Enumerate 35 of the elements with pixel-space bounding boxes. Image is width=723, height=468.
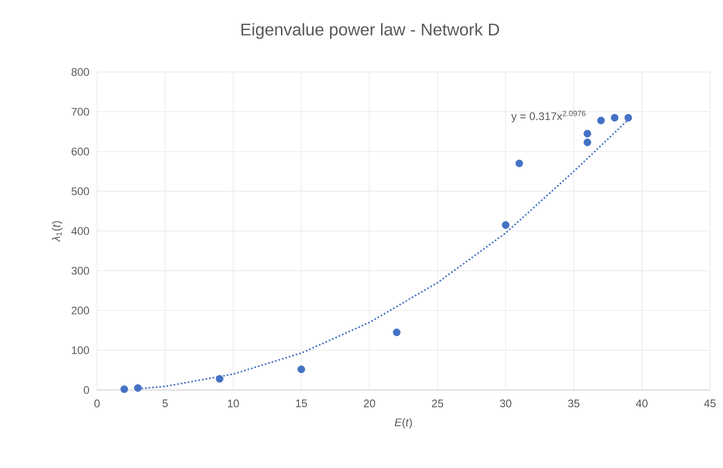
point xyxy=(515,160,524,168)
x-axis-title: E(t) xyxy=(394,418,412,428)
point xyxy=(120,385,128,393)
x-tick-label: 10 xyxy=(228,400,239,408)
annotation: y = 0.317x$^{2.0976}$ xyxy=(511,110,586,122)
point xyxy=(216,375,224,383)
y-tick-label: 600 xyxy=(72,148,90,156)
point xyxy=(597,116,605,124)
x-tick-label: 5 xyxy=(162,400,168,408)
x-tick-label: 15 xyxy=(296,400,307,408)
point xyxy=(298,366,306,374)
y-tick-label: 200 xyxy=(72,306,90,314)
y-tick-label: 500 xyxy=(72,187,90,196)
y-tick-label: 100 xyxy=(72,346,90,354)
point xyxy=(584,138,592,146)
x-tick-label: 35 xyxy=(568,400,580,408)
y-tick-label: 0 xyxy=(84,386,90,394)
x-tick-label: 0 xyxy=(94,400,100,408)
x-tick-label: 25 xyxy=(432,400,444,408)
y-tick-label: 400 xyxy=(71,227,90,235)
x-tick-label: 40 xyxy=(636,400,648,408)
y-axis-title: λ$_{1}$(t) xyxy=(52,221,62,242)
point xyxy=(584,130,592,138)
point xyxy=(134,384,142,392)
x-tick-label: 30 xyxy=(500,400,512,408)
y-tick-label: 700 xyxy=(72,108,90,116)
point xyxy=(624,114,632,122)
chart-title: Eigenvalue power law - Network D xyxy=(241,23,500,39)
point xyxy=(392,328,400,336)
x-tick-label: 20 xyxy=(364,400,376,408)
point xyxy=(610,114,618,122)
point xyxy=(502,221,510,229)
y-tick-label: 800 xyxy=(72,68,90,76)
y-tick-label: 300 xyxy=(72,266,90,275)
x-tick-label: 45 xyxy=(704,400,716,408)
